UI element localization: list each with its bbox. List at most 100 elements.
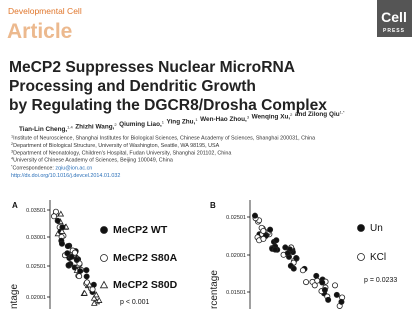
- legend-label: MeCP2 WT: [113, 224, 168, 236]
- author-name: Qiuming Liao,: [119, 121, 162, 128]
- marker-filled: [284, 250, 291, 257]
- marker-triangle: [93, 291, 100, 298]
- marker-filled: [325, 296, 332, 303]
- marker-open: [357, 253, 365, 261]
- marker-filled: [333, 291, 340, 298]
- marker-triangle: [90, 299, 98, 306]
- marker-open: [299, 267, 306, 274]
- marker-open: [332, 282, 339, 289]
- panel-label: A: [12, 201, 18, 210]
- marker-open: [260, 227, 267, 234]
- marker-open: [51, 213, 58, 220]
- marker-open: [71, 249, 78, 256]
- affiliation-text: Department of Neonatology, Children's Ho…: [13, 150, 231, 156]
- tick-label: 0.03001: [26, 235, 46, 241]
- author-name: and Zilong Qiu: [295, 111, 340, 118]
- marker-filled: [100, 226, 108, 234]
- author-sup: 1: [162, 120, 165, 125]
- affiliation-sup: 3: [11, 149, 13, 153]
- marker-triangle: [57, 210, 65, 217]
- journal-name: Developmental Cell: [8, 6, 82, 16]
- marker-filled: [293, 255, 300, 262]
- marker-filled: [357, 224, 365, 232]
- tick-label: 0.03501: [26, 208, 46, 214]
- axis-label: rcentage: [209, 270, 220, 309]
- marker-filled: [68, 253, 75, 260]
- marker-triangle: [86, 281, 93, 288]
- correspondence-email: zqiu@ion.ac.cn: [55, 166, 92, 172]
- marker-filled: [273, 237, 280, 244]
- marker-triangle: [81, 289, 88, 296]
- title-line: MeCP2 Suppresses Nuclear MicroRNA: [9, 59, 295, 76]
- title-line: Processing and Dendritic Growth: [9, 78, 256, 95]
- panel-label: B: [210, 201, 216, 210]
- marker-filled: [319, 279, 326, 286]
- marker-filled: [338, 298, 345, 305]
- authors: Tian-Lin Cheng,1,4 Zhizhi Wang,2 Qiuming L…: [19, 110, 345, 134]
- marker-filled: [267, 226, 274, 233]
- author-name: Wen-Hao Zhou,: [200, 116, 247, 123]
- author-sup: 1,4: [67, 125, 73, 130]
- affiliation-text: Department of Biological Structure, Univ…: [13, 143, 219, 149]
- legend-label: KCl: [370, 252, 386, 263]
- axis-label: ntage: [9, 284, 20, 309]
- marker-triangle: [99, 280, 109, 289]
- marker-filled: [54, 217, 61, 224]
- marker-filled: [272, 246, 279, 253]
- marker-filled: [58, 240, 65, 247]
- marker-open: [100, 254, 108, 262]
- marker-filled: [83, 273, 90, 280]
- marker-filled: [321, 286, 328, 293]
- tick-label: 0.01501: [226, 290, 246, 296]
- marker-triangle: [58, 227, 66, 234]
- tick-label: 0.02001: [26, 295, 46, 301]
- logo-box: [377, 0, 412, 37]
- marker-open: [311, 282, 318, 289]
- author-name: Ying Zhu,: [166, 119, 195, 126]
- marker-filled: [73, 256, 80, 263]
- logo-name: Cell: [381, 9, 407, 25]
- legend-label: MeCP2 S80D: [113, 279, 178, 291]
- article-type: Article: [7, 20, 72, 43]
- author-sup: 2: [290, 112, 293, 117]
- marker-filled: [64, 250, 71, 257]
- correspondence: *Correspondence: zqiu@ion.ac.cn: [11, 165, 92, 172]
- affiliation-text: Institute of Neuroscience, Shanghai Inst…: [13, 136, 315, 142]
- affiliation: 1Institute of Neuroscience, Shanghai Ins…: [11, 135, 315, 142]
- affiliation-sup: 1: [11, 135, 13, 139]
- marker-filled: [290, 265, 297, 272]
- affiliation: 4University of Chinese Academy of Scienc…: [11, 157, 173, 164]
- author-name: Zhizhi Wang,: [75, 124, 114, 131]
- tick-label: 0.02001: [226, 253, 246, 259]
- title-line: by Regulating the DGCR8/Drosha Complex: [9, 97, 327, 114]
- affiliation-sup: 2: [11, 142, 13, 146]
- marker-open: [76, 273, 83, 280]
- marker-filled: [64, 243, 71, 250]
- figure: A 0.03501 0.03001 0.02501 0.02001 ntage MeCP2 …: [9, 200, 397, 309]
- p-value: p = 0.0233: [364, 277, 397, 284]
- tick-label: 0.02501: [26, 264, 46, 270]
- author-sup: 2: [114, 122, 117, 127]
- marker-open: [260, 235, 267, 242]
- marker-filled: [313, 272, 320, 279]
- marker-filled: [77, 268, 84, 275]
- marker-filled: [59, 224, 66, 231]
- marker-filled: [65, 262, 72, 269]
- marker-filled: [251, 212, 258, 219]
- tick-label: 0.02501: [226, 215, 246, 221]
- affiliation: 2Department of Biological Structure, Uni…: [11, 142, 220, 149]
- correspondence-text: Correspondence:: [12, 166, 55, 172]
- doi: http://dx.doi.org/10.1016/j.devcel.2014.…: [11, 173, 120, 179]
- author-sup: 1,*: [340, 110, 345, 115]
- marker-filled: [83, 267, 90, 274]
- marker-triangle: [90, 294, 98, 301]
- legend-label: MeCP2 S80A: [113, 252, 178, 264]
- marker-open: [89, 286, 96, 293]
- affiliation-sup: 4: [11, 157, 13, 161]
- marker-triangle: [95, 297, 103, 303]
- author-sup: 3: [247, 115, 250, 120]
- author-name: Tian-Lin Cheng,: [19, 126, 67, 133]
- correspondence-sup: *: [11, 165, 13, 169]
- legend-label: Un: [370, 223, 383, 234]
